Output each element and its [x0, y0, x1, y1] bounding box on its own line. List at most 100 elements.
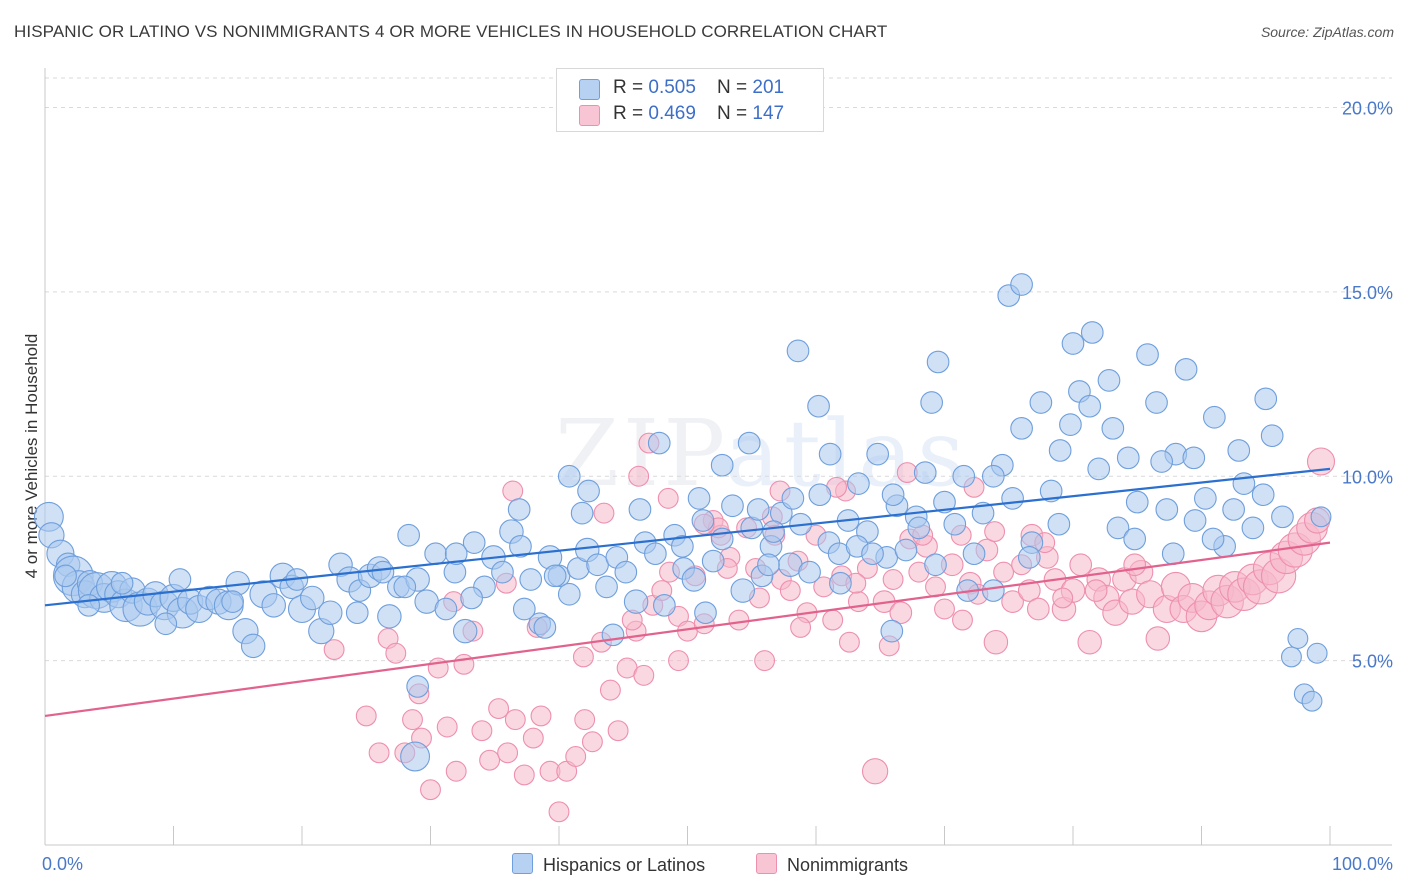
- hispanic-point-95: [894, 538, 918, 562]
- hispanic-point-97: [913, 461, 937, 484]
- hispanic-point-152: [406, 675, 430, 698]
- hispanic-point-111: [1048, 439, 1072, 462]
- hispanic-point-159: [880, 619, 904, 643]
- hispanic-point-132: [1251, 483, 1275, 507]
- hispanic-point-161: [1017, 546, 1041, 569]
- nonimmigrant-point-27: [581, 731, 603, 753]
- nonimmigrant-point-19: [513, 764, 535, 786]
- hispanic-point-86: [808, 483, 832, 507]
- bottom-legend-label-hispanics: Hispanics or Latinos: [543, 855, 706, 875]
- hispanic-point-169: [628, 498, 652, 521]
- nonimmigrant-point-17: [497, 742, 519, 764]
- nonimmigrant-point-137: [668, 650, 689, 672]
- hispanic-point-181: [168, 568, 192, 591]
- hispanic-point-139: [1306, 642, 1328, 664]
- hispanic-point-50: [462, 531, 486, 554]
- legend-swatch-hispanics: [579, 79, 600, 100]
- nonimmigrant-point-75: [993, 561, 1015, 583]
- nonimmigrant-point-4: [385, 642, 407, 664]
- legend-r-value-hispanics: 0.505: [648, 77, 696, 98]
- hispanic-point-73: [681, 567, 707, 592]
- hispanic-point-35: [318, 600, 343, 625]
- nonimmigrant-point-14: [471, 720, 493, 742]
- hispanic-point-29: [261, 593, 286, 618]
- hispanic-point-164: [1201, 527, 1225, 551]
- nonimmigrant-point-144: [984, 521, 1006, 543]
- nonimmigrant-point-79: [1026, 597, 1050, 621]
- hispanic-point-162: [1123, 527, 1147, 551]
- hispanic-point-143: [1061, 332, 1085, 355]
- nonimmigrant-point-135: [572, 646, 594, 668]
- hispanic-point-134: [1271, 505, 1294, 529]
- hispanic-point-124: [1174, 357, 1198, 381]
- hispanic-point-186: [762, 520, 785, 543]
- hispanic-point-47: [434, 597, 458, 621]
- hispanic-point-46: [424, 542, 447, 566]
- nonimmigrant-point-146: [1052, 587, 1074, 609]
- legend-r-value-nonimmigrants: 0.469: [648, 103, 696, 124]
- nonimmigrant-point-8: [420, 779, 441, 801]
- y-tick-label-1: 10.0%: [1342, 467, 1393, 487]
- hispanic-point-102: [962, 542, 986, 566]
- nonimmigrant-point-76: [1001, 590, 1024, 613]
- hispanic-point-157: [757, 553, 780, 577]
- hispanic-point-129: [1222, 498, 1245, 521]
- hispanic-point-198: [671, 534, 694, 558]
- nonimmigrant-point-26: [574, 709, 596, 731]
- y-tick-label-2: 15.0%: [1342, 283, 1393, 303]
- hispanic-point-199: [543, 564, 567, 588]
- hispanic-point-192: [1182, 446, 1206, 470]
- nonimmigrant-point-85: [1077, 629, 1102, 655]
- bottom-legend-label-nonimmigrants: Nonimmigrants: [787, 855, 909, 875]
- hispanic-point-100: [943, 512, 967, 536]
- hispanic-point-193: [1227, 439, 1251, 462]
- legend-n-value-hispanics: 201: [752, 77, 785, 98]
- nonimmigrant-point-25: [565, 746, 587, 767]
- hispanic-point-156: [694, 601, 717, 625]
- hispanic-point-33: [300, 585, 325, 611]
- hispanic-point-171: [512, 597, 536, 621]
- nonimmigrant-point-93: [1145, 626, 1171, 651]
- tick-labels: 5.0% 10.0% 15.0% 20.0% 0.0% 100.0%: [42, 99, 1393, 875]
- hispanic-point-109: [1029, 391, 1053, 414]
- source-label[interactable]: Source: ZipAtlas.com: [1260, 24, 1394, 40]
- hispanic-point-194: [1254, 387, 1278, 411]
- hispanic-point-64: [595, 575, 618, 599]
- hispanic-point-148: [786, 339, 810, 363]
- hispanic-point-74: [691, 509, 715, 532]
- nonimmigrant-point-0: [323, 639, 345, 661]
- hispanic-point-112: [1059, 413, 1082, 436]
- nonimmigrant-point-44: [728, 609, 750, 631]
- hispanic-point-69: [644, 542, 667, 566]
- legend-r-label: R =: [613, 103, 649, 124]
- hispanic-point-115: [1087, 457, 1111, 481]
- hispanic-point-70: [653, 593, 676, 617]
- nonimmigrant-point-1: [355, 705, 377, 727]
- legend-n-value-nonimmigrants: 147: [752, 103, 785, 124]
- bottom-legend-nonimmigrants[interactable]: Nonimmigrants: [756, 853, 908, 876]
- nonimmigrant-point-140: [790, 616, 812, 638]
- hispanic-point-90: [847, 472, 870, 495]
- y-tick-label-3: 20.0%: [1342, 99, 1393, 119]
- hispanic-point-142: [1010, 273, 1033, 296]
- hispanic-point-189: [1047, 512, 1071, 536]
- hispanic-point-127: [1202, 405, 1226, 429]
- hispanic-point-172: [460, 586, 483, 610]
- nonimmigrant-point-29: [599, 679, 621, 701]
- hispanic-point-49: [452, 618, 478, 644]
- hispanic-point-67: [623, 589, 649, 614]
- hispanic-point-168: [710, 453, 734, 477]
- hispanic-point-125: [1183, 509, 1207, 532]
- bottom-legend-hispanics[interactable]: Hispanics or Latinos: [512, 853, 705, 876]
- hispanic-point-195: [881, 483, 905, 507]
- hispanic-point-185: [687, 487, 711, 510]
- hispanic-point-104: [981, 579, 1005, 602]
- legend-r-label: R =: [613, 77, 649, 98]
- nonimmigrant-point-11: [445, 760, 467, 782]
- nonimmigrant-point-128: [1084, 579, 1108, 602]
- hispanic-point-163: [1161, 542, 1185, 566]
- nonimmigrant-point-50: [779, 580, 801, 602]
- hispanic-point-174: [345, 601, 369, 625]
- hispanic-point-146: [807, 394, 830, 418]
- hispanic-point-110: [1039, 479, 1063, 503]
